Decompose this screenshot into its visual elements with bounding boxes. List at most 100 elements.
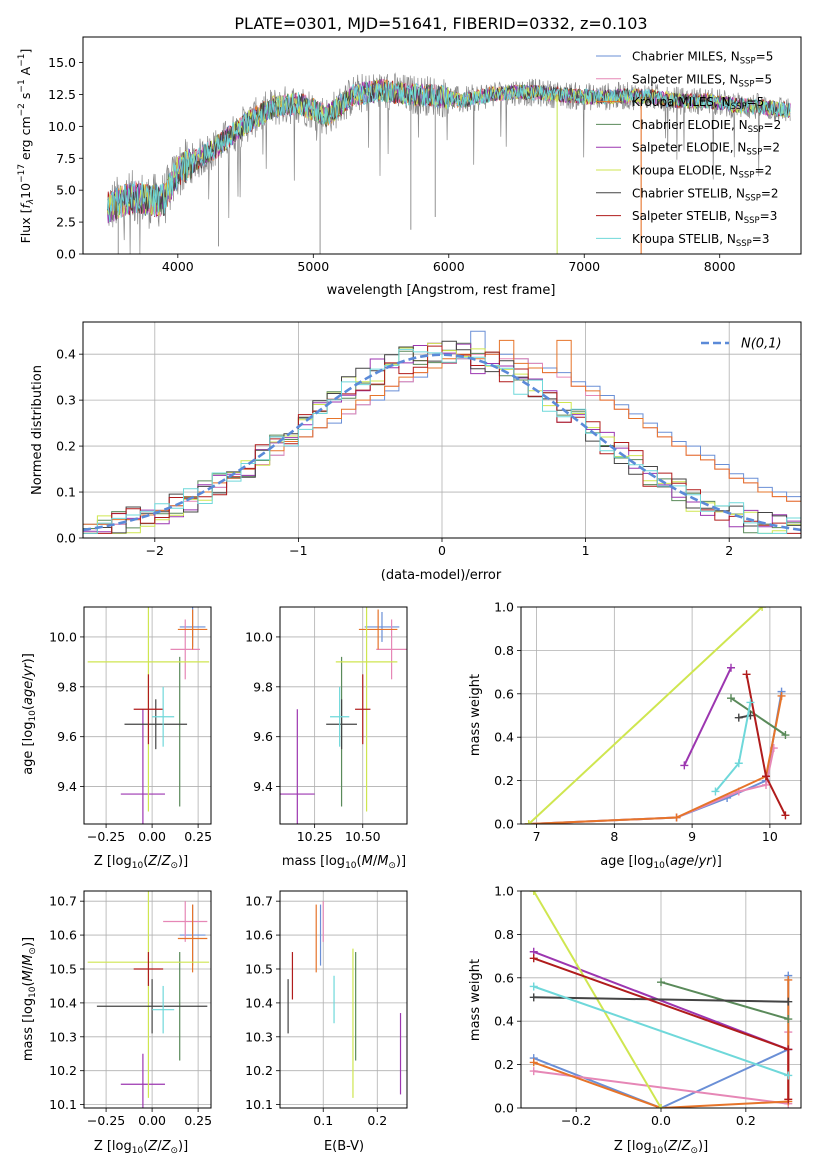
- x-tick-label: 1: [582, 543, 590, 558]
- mass-weight-line: [528, 747, 775, 824]
- mass-weight-marker: [680, 761, 689, 770]
- mass-weight-marker: [529, 1058, 538, 1067]
- mass-weight-marker: [727, 663, 735, 672]
- legend-label: Kroupa MILES, NSSP=5: [632, 95, 764, 112]
- y-tick-label: 0.0: [56, 247, 76, 262]
- y-tick-label: 0.0: [494, 1101, 514, 1116]
- legend-label: Salpeter STELIB, NSSP=3: [632, 209, 777, 226]
- plot-marks: [87, 891, 210, 1108]
- plot-marks: [524, 607, 790, 824]
- axes-frame: [82, 36, 802, 255]
- legend-label: Kroupa ELODIE, NSSP=2: [632, 164, 772, 181]
- spectrum-legend: Chabrier MILES, NSSP=5 Salpeter MILES, NS…: [596, 50, 781, 249]
- mass-vs-ebv-panel: 0.1 0.2 10.1 10.2 10.3 10.4 10.5 10.6 10.7 E(B-V…: [245, 890, 408, 1154]
- y-tick-label: 10.1: [49, 1097, 77, 1112]
- mass-weight-marker: [529, 1067, 538, 1076]
- y-tick-label: 9.6: [253, 729, 273, 744]
- mass-vs-ebv-plot-area: 0.1 0.2 10.1 10.2 10.3 10.4 10.5 10.6 10.7: [245, 890, 408, 1128]
- x-tick-label: 0.00: [138, 1113, 166, 1128]
- model-spectrum-line: [107, 79, 791, 221]
- axes-frame: [82, 321, 802, 539]
- mass-weight-line: [730, 697, 786, 736]
- mass-vs-metallicity-panel: −0.25 0.00 0.25 10.1 10.2 10.3 10.4 10.5 10.6 10.…: [21, 890, 212, 1156]
- y-tick-label: 0.2: [56, 439, 76, 454]
- age-vs-metallicity-xlabel: Z [log10(Z/Z⊙)]: [94, 854, 188, 871]
- mass-vs-metallicity-ylabel: mass [log10(M/M⊙)]: [21, 937, 38, 1061]
- x-tick-label: −2: [146, 543, 164, 558]
- y-tick-label: 0.6: [494, 970, 514, 985]
- mass-weight-line: [533, 985, 789, 1077]
- age-vs-metallicity-ylabel: age [log10(age/yr)]: [21, 653, 38, 775]
- x-tick-label: 0.25: [184, 1113, 212, 1128]
- weights-vs-age-plot-area: 7 8 9 10 0.0 0.2 0.4 0.6 0.8 1.0: [494, 600, 802, 844]
- mass-vs-ebv-xlabel: E(B-V): [324, 1139, 364, 1154]
- x-tick-label: 4000: [162, 259, 194, 274]
- mass-weight-marker: [762, 772, 770, 781]
- x-tick-label: 0.00: [138, 829, 166, 844]
- y-tick-label: 10.5: [49, 961, 77, 976]
- y-tick-label: 10.0: [48, 119, 76, 134]
- x-tick-label: 10.50: [345, 829, 381, 844]
- mass-weight-line: [683, 667, 732, 766]
- y-tick-label: 10.7: [245, 894, 273, 909]
- spectrum-ylabel: Flux [fλ10−17 erg cm−2 s−1 A−1]: [17, 49, 36, 244]
- axes-frame: [520, 606, 802, 825]
- mass-weight-marker: [734, 713, 743, 722]
- y-tick-label: 0.8: [494, 643, 514, 658]
- x-tick-label: −0.2: [561, 1113, 591, 1128]
- residuals-ylabel: Normed distribution: [30, 365, 45, 495]
- age-vs-mass-xlabel: mass [log10(M/M⊙)]: [282, 854, 406, 871]
- mass-weight-marker: [529, 982, 538, 991]
- axes-frame: [520, 890, 802, 1109]
- weights-vs-metallicity-xlabel: Z [log10(Z/Z⊙)]: [614, 1139, 708, 1156]
- mass-weight-marker: [784, 1095, 793, 1104]
- x-tick-label: 10.25: [297, 829, 333, 844]
- axes-frame: [279, 890, 408, 1109]
- mass-weight-line: [532, 891, 662, 1108]
- y-tick-label: 9.8: [57, 679, 77, 694]
- mass-weight-marker: [784, 1015, 793, 1024]
- mass-weight-marker: [784, 1071, 793, 1080]
- x-tick-label: 0: [438, 543, 446, 558]
- x-tick-label: 8: [610, 829, 618, 844]
- legend-label: N(0,1): [741, 337, 782, 352]
- y-tick-label: 10.1: [245, 1097, 273, 1112]
- mass-weight-marker: [781, 731, 790, 740]
- mass-weight-marker: [734, 759, 743, 768]
- residual-histogram: [83, 339, 801, 525]
- mass-weight-marker: [762, 780, 770, 789]
- y-tick-label: 0.1: [56, 485, 76, 500]
- x-tick-label: 10: [762, 829, 778, 844]
- spectrum-plot-area: 4000 5000 6000 7000 8000 0.0 2.5 5.0 7.5 10.0 12.5…: [48, 36, 802, 274]
- residuals-xlabel: (data-model)/error: [381, 568, 502, 583]
- x-tick-label: 5000: [297, 259, 329, 274]
- mass-weight-line: [528, 695, 783, 824]
- y-tick-label: 7.5: [56, 151, 76, 166]
- y-tick-label: 10.0: [49, 629, 77, 644]
- plot-marks: [83, 330, 801, 534]
- y-tick-label: 0.0: [56, 531, 76, 546]
- plot-marks: [107, 72, 791, 254]
- y-tick-label: 10.0: [245, 629, 273, 644]
- legend-label: Chabrier STELIB, NSSP=2: [632, 186, 779, 203]
- x-tick-label: −0.25: [87, 1113, 125, 1128]
- weights-vs-age-panel: 7 8 9 10 0.0 0.2 0.4 0.6 0.8 1.0 age [log10(age/y…: [468, 600, 802, 871]
- x-tick-label: −0.25: [87, 829, 125, 844]
- x-tick-label: 8000: [704, 259, 736, 274]
- y-tick-label: 0.4: [494, 1014, 514, 1029]
- mass-weight-line: [528, 691, 783, 824]
- age-vs-mass-plot-area: 10.25 10.50 9.4 9.6 9.8 10.0: [245, 606, 408, 844]
- legend-label: Salpeter MILES, NSSP=5: [632, 72, 772, 89]
- y-tick-label: 12.5: [48, 87, 76, 102]
- y-tick-label: 0.2: [494, 1057, 514, 1072]
- mass-weight-line: [528, 607, 763, 824]
- mass-vs-metallicity-xlabel: Z [log10(Z/Z⊙)]: [94, 1139, 188, 1156]
- plot-marks: [529, 891, 793, 1108]
- mass-weight-marker: [711, 787, 720, 796]
- mass-weight-marker: [746, 698, 755, 707]
- y-tick-label: 10.2: [245, 1063, 273, 1078]
- mass-weight-marker: [529, 993, 538, 1002]
- y-tick-label: 10.6: [245, 928, 273, 943]
- legend-label: Kroupa STELIB, NSSP=3: [632, 232, 770, 249]
- figure-title: PLATE=0301, MJD=51641, FIBERID=0332, z=0…: [234, 14, 647, 33]
